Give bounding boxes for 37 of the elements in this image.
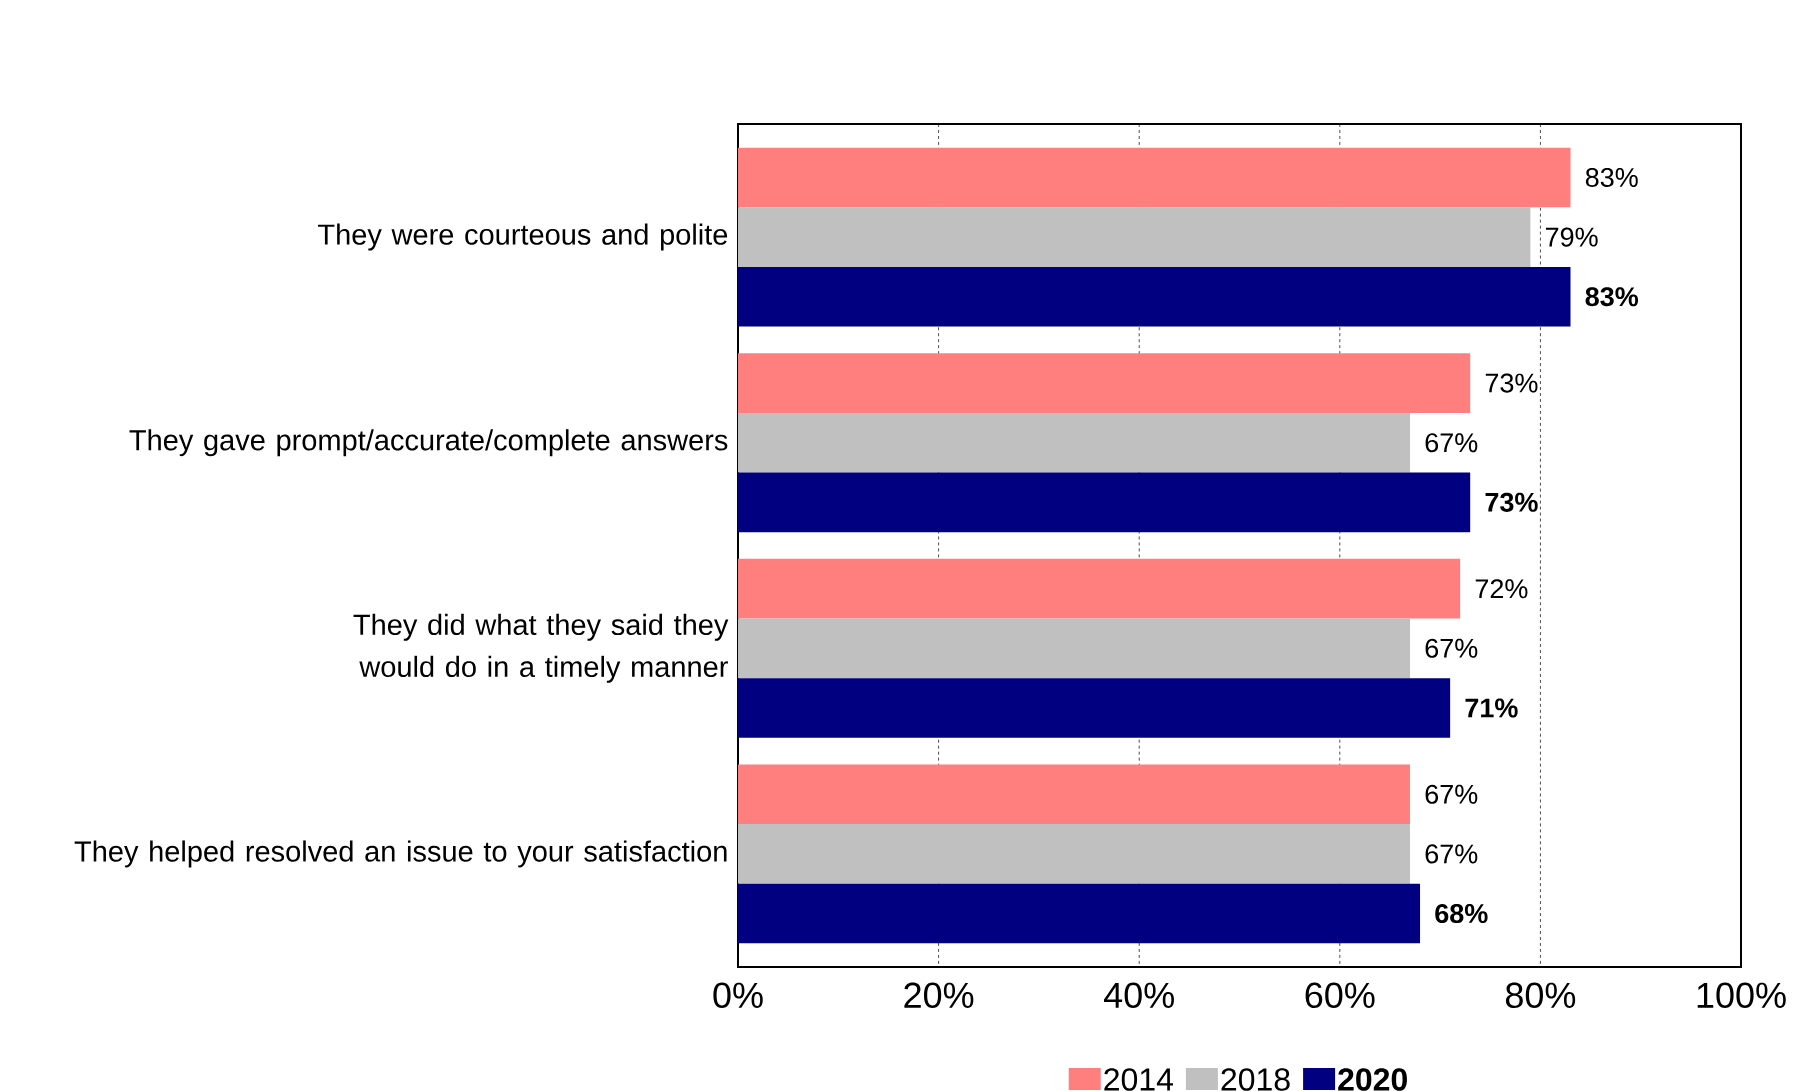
data-label: 72%	[1475, 579, 1528, 599]
bar	[738, 824, 1411, 884]
legend-label: 2020	[1338, 1068, 1407, 1091]
data-label: 79%	[1545, 227, 1598, 247]
bar	[738, 207, 1531, 267]
bar	[738, 472, 1471, 533]
data-label: 73%	[1485, 373, 1538, 393]
y-tick-label: They were courteous and polite	[318, 223, 728, 251]
bar	[738, 678, 1451, 738]
y-tick-label: They gave prompt/accurate/complete answers	[129, 429, 728, 457]
bar	[738, 147, 1571, 208]
x-tick-label: 0%	[713, 982, 763, 1009]
data-label: 68%	[1435, 903, 1488, 924]
bar	[738, 883, 1421, 944]
x-tick-label: 80%	[1505, 982, 1576, 1009]
bar	[738, 353, 1471, 413]
legend-label: 2014	[1104, 1068, 1173, 1091]
data-label: 67%	[1425, 433, 1478, 453]
y-tick-label: They did what they said they would do in a timely manner	[353, 613, 729, 683]
bar	[738, 412, 1411, 473]
data-label: 83%	[1585, 167, 1638, 188]
legend-label: 2018	[1221, 1068, 1290, 1091]
data-label: 67%	[1425, 638, 1478, 658]
data-label: 71%	[1465, 698, 1518, 718]
x-tick-label: 60%	[1305, 982, 1375, 1009]
data-label: 83%	[1585, 287, 1639, 307]
bar	[738, 266, 1571, 327]
bar	[738, 558, 1461, 619]
data-label: 67%	[1425, 844, 1478, 864]
data-label: 73%	[1485, 492, 1538, 512]
x-tick-label: 40%	[1104, 982, 1174, 1009]
data-label: 67%	[1425, 784, 1478, 804]
x-tick-label: 100%	[1697, 982, 1786, 1009]
bar	[738, 764, 1411, 825]
x-tick-label: 20%	[904, 982, 974, 1009]
bar	[738, 618, 1411, 679]
y-tick-label: They helped resolved an issue to your satisfaction	[74, 840, 727, 868]
